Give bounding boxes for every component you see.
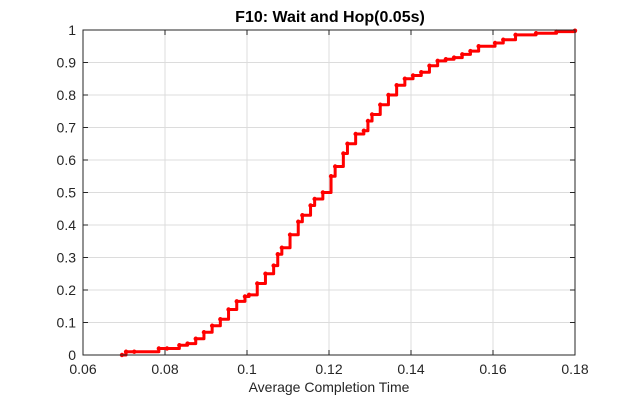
data-point <box>468 48 473 54</box>
y-tick-label: 0.4 <box>57 217 77 233</box>
data-point <box>246 292 252 298</box>
data-point <box>353 131 358 137</box>
data-point <box>218 317 223 322</box>
data-point <box>451 55 457 60</box>
data-point <box>263 271 268 276</box>
data-point <box>410 73 416 78</box>
data-point <box>492 40 498 46</box>
data-point <box>201 330 207 335</box>
data-point <box>296 219 301 224</box>
data-point <box>460 52 465 57</box>
data-point <box>255 281 260 286</box>
data-point <box>402 76 408 81</box>
x-tick-label: 0.12 <box>315 361 342 377</box>
data-point <box>369 112 375 117</box>
data-point <box>328 174 334 179</box>
data-point <box>361 128 367 133</box>
data-point <box>226 307 231 312</box>
data-point <box>427 63 432 68</box>
series-layer <box>119 28 578 358</box>
data-point <box>271 263 276 268</box>
data-point <box>164 346 170 351</box>
chart-title: F10: Wait and Hop(0.05s) <box>235 9 425 26</box>
data-point <box>209 323 215 328</box>
data-point <box>312 196 317 202</box>
y-tick-label: 0.7 <box>57 120 77 136</box>
data-point <box>341 151 346 156</box>
data-point <box>185 341 190 346</box>
data-point <box>275 252 280 257</box>
x-tick-label: 0.18 <box>561 361 588 377</box>
data-point <box>332 164 338 169</box>
series-line <box>120 29 577 357</box>
x-tick-label: 0.16 <box>479 361 506 377</box>
x-tick-label: 0.06 <box>69 361 96 377</box>
data-point <box>386 92 391 98</box>
data-point <box>533 31 539 36</box>
data-point <box>279 245 285 250</box>
y-tick-label: 0.6 <box>57 152 77 168</box>
data-point <box>513 32 518 38</box>
data-point <box>345 141 350 146</box>
data-point <box>419 70 424 75</box>
data-point <box>476 44 481 49</box>
y-tick-label: 0.2 <box>57 282 77 298</box>
data-point <box>193 336 198 341</box>
data-point <box>156 346 162 351</box>
x-tick-label: 0.08 <box>151 361 178 377</box>
data-point <box>287 232 293 237</box>
y-tick-label: 0.8 <box>57 87 77 103</box>
data-point <box>554 29 559 34</box>
x-tick-label: 0.14 <box>397 361 424 377</box>
data-point <box>435 58 440 64</box>
data-point <box>234 299 239 304</box>
data-point <box>308 203 313 208</box>
y-tick-label: 0.5 <box>57 185 77 201</box>
data-point <box>123 349 129 354</box>
data-point <box>378 102 383 107</box>
data-point <box>394 83 399 88</box>
y-tick-label: 1 <box>68 22 76 38</box>
y-tick-label: 0.9 <box>57 55 77 71</box>
data-point <box>300 213 305 218</box>
y-tick-label: 0.1 <box>57 315 77 331</box>
data-point <box>501 37 506 42</box>
data-point <box>132 349 137 354</box>
data-point <box>320 190 326 195</box>
data-point <box>365 118 371 124</box>
y-tick-label: 0 <box>68 347 76 363</box>
data-point <box>242 294 248 299</box>
data-point <box>443 57 449 62</box>
data-point <box>177 343 182 348</box>
y-tick-label: 0.3 <box>57 250 77 266</box>
ticks: 0.06 0.08 0.1 0.12 0.14 0.16 0.18 0 0.1 0.2 0.3 0.4… <box>57 22 589 377</box>
x-tick-label: 0.1 <box>237 361 257 377</box>
x-axis-label: Average Completion Time <box>249 379 410 395</box>
